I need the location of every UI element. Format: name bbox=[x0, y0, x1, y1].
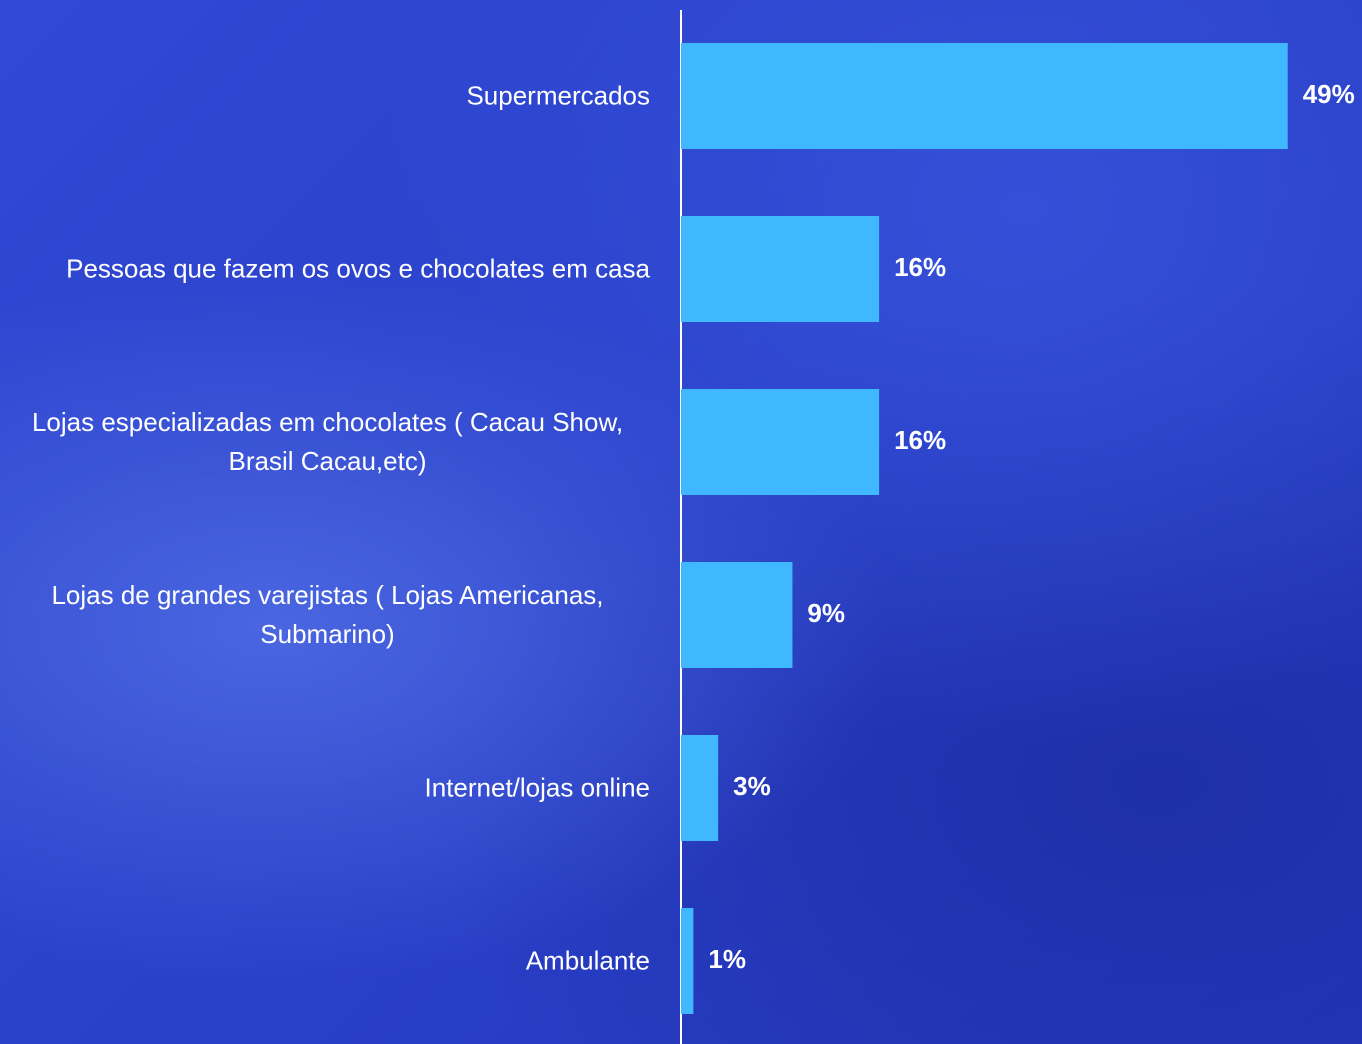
value-label: 16% bbox=[894, 425, 946, 455]
category-label-box: Lojas especializadas em chocolates ( Cac… bbox=[0, 403, 650, 481]
bar bbox=[681, 908, 694, 1014]
bar bbox=[681, 735, 719, 841]
category-label: Lojas especializadas em chocolates ( Cac… bbox=[31, 407, 624, 476]
category-label: Pessoas que fazem os ovos e chocolates e… bbox=[66, 253, 650, 284]
value-label: 9% bbox=[807, 598, 845, 628]
bar bbox=[681, 562, 793, 668]
value-label: 1% bbox=[708, 944, 746, 974]
category-label: Internet/lojas online bbox=[424, 772, 650, 803]
bar bbox=[681, 389, 880, 495]
category-label-box: Lojas de grandes varejistas ( Lojas Amer… bbox=[0, 576, 650, 654]
bar bbox=[681, 216, 880, 322]
category-label-box: Pessoas que fazem os ovos e chocolates e… bbox=[0, 250, 650, 289]
value-label: 49% bbox=[1303, 79, 1355, 109]
category-label: Supermercados bbox=[466, 80, 650, 111]
category-label-box: Ambulante bbox=[0, 942, 650, 981]
value-label: 16% bbox=[894, 252, 946, 282]
category-label-box: Supermercados bbox=[0, 77, 650, 116]
category-label: Ambulante bbox=[525, 945, 650, 976]
bar bbox=[681, 43, 1288, 149]
value-label: 3% bbox=[733, 771, 771, 801]
category-label: Lojas de grandes varejistas ( Lojas Amer… bbox=[51, 580, 604, 649]
category-label-box: Internet/lojas online bbox=[0, 769, 650, 808]
